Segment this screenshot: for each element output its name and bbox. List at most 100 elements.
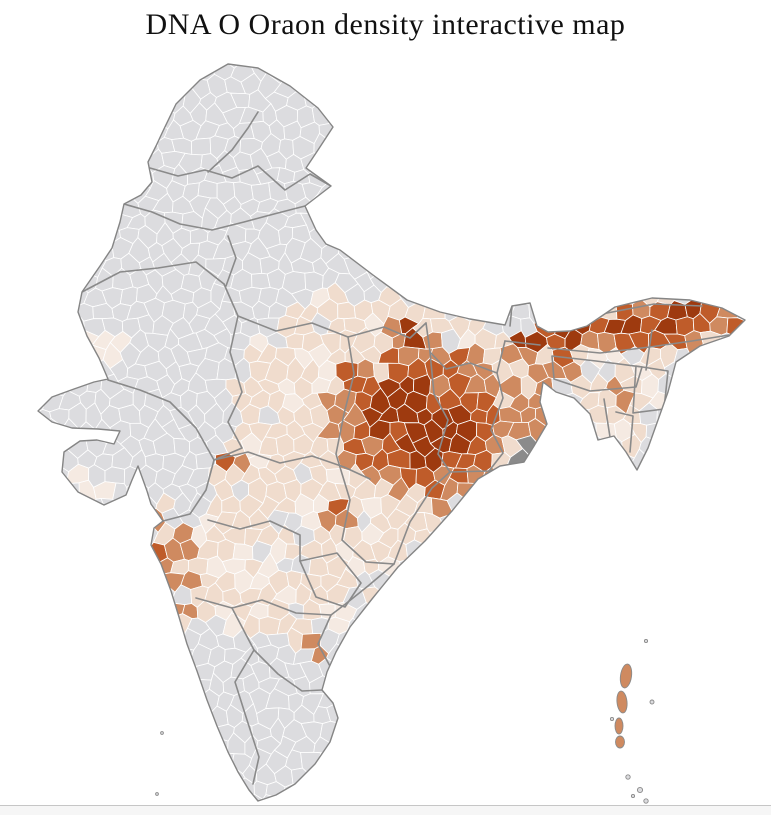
district-cell[interactable] bbox=[622, 495, 643, 515]
district-cell[interactable] bbox=[403, 273, 427, 295]
district-cell[interactable] bbox=[654, 522, 680, 548]
district-cell[interactable] bbox=[554, 615, 570, 636]
district-cell[interactable] bbox=[126, 749, 151, 770]
district-cell[interactable] bbox=[294, 47, 315, 67]
district-cell[interactable] bbox=[723, 107, 745, 127]
district-cell[interactable] bbox=[379, 76, 402, 97]
district-cell[interactable] bbox=[92, 750, 114, 772]
district-cell[interactable] bbox=[663, 59, 687, 80]
district-cell[interactable] bbox=[577, 778, 599, 801]
district-cell[interactable] bbox=[161, 719, 186, 739]
district-cell[interactable] bbox=[579, 418, 597, 443]
district-cell[interactable] bbox=[742, 467, 762, 485]
district-cell[interactable] bbox=[151, 708, 176, 725]
district-cell[interactable] bbox=[339, 62, 358, 82]
district-cell[interactable] bbox=[742, 48, 763, 70]
district-cell[interactable] bbox=[32, 372, 53, 398]
district-cell[interactable] bbox=[656, 285, 675, 306]
district-cell[interactable] bbox=[604, 196, 626, 214]
district-cell[interactable] bbox=[355, 63, 375, 85]
district-cell[interactable] bbox=[491, 660, 513, 680]
district-cell[interactable] bbox=[93, 720, 111, 743]
district-cell[interactable] bbox=[19, 199, 36, 215]
district-cell[interactable] bbox=[663, 601, 686, 624]
district-cell[interactable] bbox=[529, 151, 549, 170]
district-cell[interactable] bbox=[447, 526, 471, 544]
district-cell[interactable] bbox=[446, 226, 470, 248]
district-cell[interactable] bbox=[569, 225, 589, 249]
district-cell[interactable] bbox=[561, 751, 584, 771]
district-cell[interactable] bbox=[31, 615, 53, 635]
district-cell[interactable] bbox=[15, 494, 34, 515]
district-cell[interactable] bbox=[481, 223, 506, 249]
district-cell[interactable] bbox=[691, 525, 713, 545]
district-cell[interactable] bbox=[403, 89, 427, 115]
district-cell[interactable] bbox=[605, 104, 624, 124]
district-cell[interactable] bbox=[572, 198, 591, 214]
district-cell[interactable] bbox=[682, 209, 703, 230]
district-cell[interactable] bbox=[561, 211, 583, 229]
district-cell[interactable] bbox=[542, 658, 567, 681]
district-cell[interactable] bbox=[656, 104, 675, 127]
district-cell[interactable] bbox=[485, 524, 505, 549]
district-cell[interactable] bbox=[128, 628, 151, 651]
district-cell[interactable] bbox=[429, 103, 451, 129]
district-cell[interactable] bbox=[282, 783, 303, 805]
district-cell[interactable] bbox=[353, 629, 375, 651]
district-cell[interactable] bbox=[66, 344, 88, 370]
district-cell[interactable] bbox=[405, 151, 428, 173]
district-cell[interactable] bbox=[691, 613, 712, 640]
district-cell[interactable] bbox=[148, 751, 164, 769]
district-cell[interactable] bbox=[700, 392, 719, 415]
district-cell[interactable] bbox=[518, 526, 540, 544]
district-cell[interactable] bbox=[641, 764, 661, 790]
district-cell[interactable] bbox=[526, 211, 547, 230]
district-cell[interactable] bbox=[690, 256, 711, 279]
district-cell[interactable] bbox=[604, 437, 624, 457]
district-cell[interactable] bbox=[542, 687, 566, 709]
district-cell[interactable] bbox=[552, 401, 575, 428]
district-cell[interactable] bbox=[361, 108, 386, 127]
district-cell[interactable] bbox=[437, 747, 463, 770]
district-cell[interactable] bbox=[57, 149, 82, 173]
district-cell[interactable] bbox=[135, 587, 155, 604]
district-cell[interactable] bbox=[656, 617, 679, 639]
district-cell[interactable] bbox=[689, 46, 710, 65]
district-cell[interactable] bbox=[613, 211, 637, 232]
district-cell[interactable] bbox=[708, 377, 731, 395]
district-cell[interactable] bbox=[457, 718, 478, 743]
district-cell[interactable] bbox=[415, 137, 434, 159]
district-cell[interactable] bbox=[413, 677, 436, 698]
district-cell[interactable] bbox=[536, 492, 558, 515]
district-cell[interactable] bbox=[51, 614, 71, 639]
district-cell[interactable] bbox=[40, 210, 59, 229]
lakshadweep-islands[interactable] bbox=[155, 731, 164, 796]
district-cell[interactable] bbox=[389, 631, 411, 653]
district-cell[interactable] bbox=[178, 689, 203, 712]
district-cell[interactable] bbox=[329, 165, 347, 189]
district-cell[interactable] bbox=[545, 210, 565, 232]
district-cell[interactable] bbox=[172, 704, 191, 725]
district-cell[interactable] bbox=[404, 572, 426, 591]
district-cell[interactable] bbox=[41, 300, 65, 322]
district-cell[interactable] bbox=[60, 360, 81, 379]
district-cell[interactable] bbox=[698, 753, 723, 770]
district-cell[interactable] bbox=[619, 75, 644, 94]
district-cell[interactable] bbox=[568, 765, 589, 786]
district-cell[interactable] bbox=[377, 736, 400, 756]
district-cell[interactable] bbox=[354, 690, 373, 714]
district-cell[interactable] bbox=[432, 614, 455, 634]
district-cell[interactable] bbox=[515, 646, 540, 668]
district-cell[interactable] bbox=[692, 467, 711, 488]
district-cell[interactable] bbox=[655, 77, 678, 98]
district-cell[interactable] bbox=[723, 227, 746, 245]
district-cell[interactable] bbox=[74, 117, 98, 144]
district-cell[interactable] bbox=[741, 432, 763, 455]
district-cell[interactable] bbox=[377, 703, 401, 724]
district-cell[interactable] bbox=[395, 104, 420, 129]
district-cell[interactable] bbox=[92, 117, 117, 143]
district-cell[interactable] bbox=[421, 570, 442, 594]
district-cell[interactable] bbox=[476, 662, 497, 681]
district-cell[interactable] bbox=[94, 63, 114, 80]
district-cell[interactable] bbox=[68, 586, 91, 605]
